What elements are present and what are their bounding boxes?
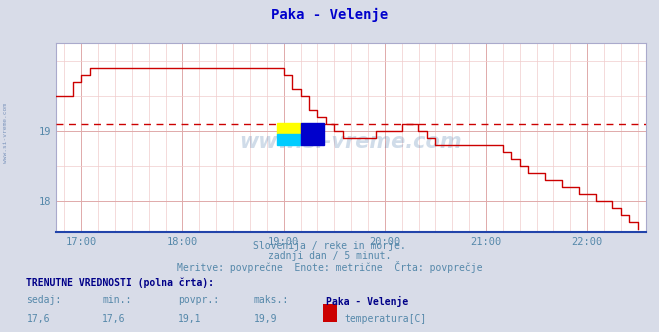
Text: www.si-vreme.com: www.si-vreme.com (3, 103, 8, 163)
Text: 19,1: 19,1 (178, 314, 202, 324)
Text: maks.:: maks.: (254, 295, 289, 305)
Text: Paka - Velenje: Paka - Velenje (271, 8, 388, 23)
Text: Meritve: povprečne  Enote: metrične  Črta: povprečje: Meritve: povprečne Enote: metrične Črta:… (177, 261, 482, 273)
Text: min.:: min.: (102, 295, 132, 305)
Bar (277, 123, 301, 134)
Text: Slovenija / reke in morje.: Slovenija / reke in morje. (253, 241, 406, 251)
Text: 17,6: 17,6 (26, 314, 50, 324)
Text: www.si-vreme.com: www.si-vreme.com (240, 131, 462, 152)
Bar (277, 134, 301, 145)
Text: povpr.:: povpr.: (178, 295, 219, 305)
Text: temperatura[C]: temperatura[C] (344, 314, 426, 324)
Text: Paka - Velenje: Paka - Velenje (326, 295, 409, 306)
Text: zadnji dan / 5 minut.: zadnji dan / 5 minut. (268, 251, 391, 261)
Bar (301, 123, 324, 145)
Text: sedaj:: sedaj: (26, 295, 61, 305)
Text: 19,9: 19,9 (254, 314, 277, 324)
Text: TRENUTNE VREDNOSTI (polna črta):: TRENUTNE VREDNOSTI (polna črta): (26, 277, 214, 288)
Text: 17,6: 17,6 (102, 314, 126, 324)
